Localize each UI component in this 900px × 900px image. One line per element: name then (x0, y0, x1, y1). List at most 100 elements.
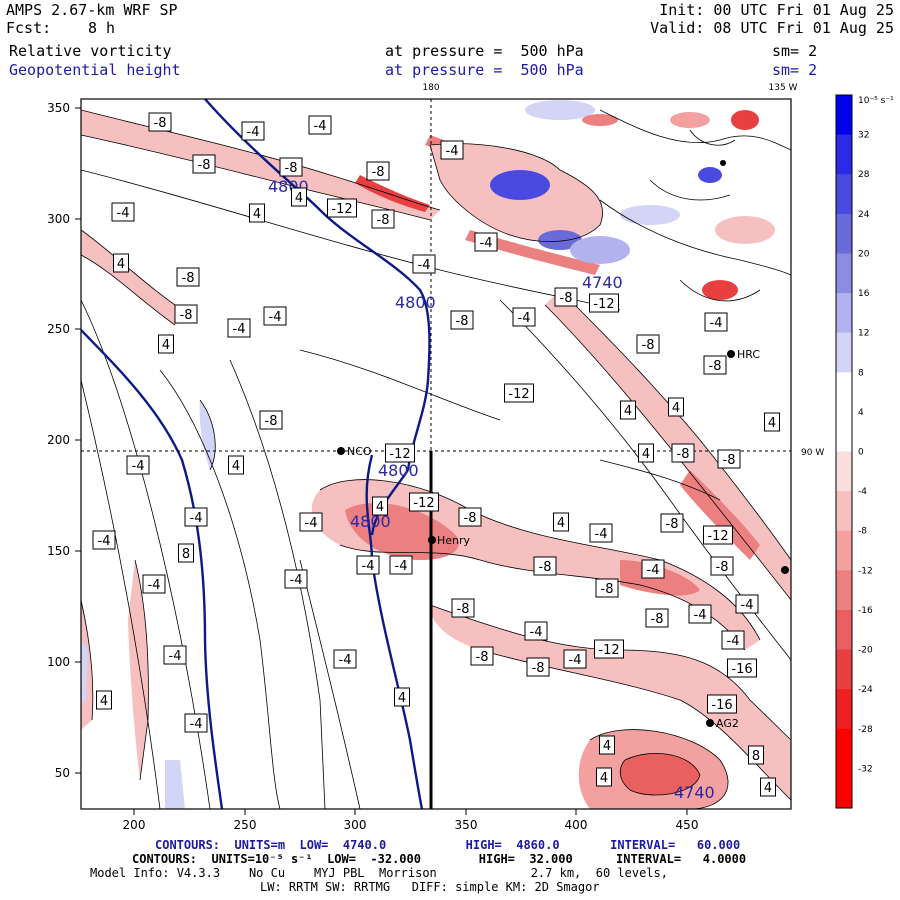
vorticity-label: -4 (227, 318, 251, 338)
vorticity-label-text: -12 (508, 387, 529, 402)
height-labels: 4800 4800 4800 4800 4740 4740 (268, 177, 715, 802)
vorticity-label: -8 (279, 157, 303, 177)
colorbar-cell (836, 451, 852, 492)
colorbar-cell (836, 768, 852, 809)
colorbar-label: 28 (858, 170, 870, 180)
vorticity-label: -8 (703, 355, 727, 375)
vorticity-label-text: 4 (117, 257, 125, 272)
vorticity-label-text: -4 (595, 527, 608, 542)
vorticity-label: -8 (533, 556, 557, 576)
y-axis: 350 300 250 200 150 100 50 (47, 101, 81, 780)
colorbar-cell (836, 213, 852, 254)
vorticity-label-text: -8 (464, 511, 477, 526)
vorticity-label: -4 (299, 512, 323, 532)
colorbar-label: 8 (858, 368, 864, 378)
vorticity-label: -8 (450, 310, 474, 330)
colorbar-label: -12 (858, 566, 873, 576)
vorticity-label: -4 (688, 604, 712, 624)
x-tick-label: 250 (234, 818, 257, 832)
colorbar-label: 24 (858, 210, 870, 220)
physics-info: LW: RRTM SW: RRTMG DIFF: simple KM: 2D S… (260, 880, 600, 894)
vorticity-label: -4 (524, 621, 548, 641)
vorticity-label-text: -4 (132, 459, 145, 474)
station-label: NCO (347, 445, 372, 458)
station-marker (428, 536, 436, 544)
vorticity-label-text: -8 (716, 560, 729, 575)
vorticity-label: -4 (704, 312, 728, 332)
vorticity-label-text: -4 (694, 608, 707, 623)
colorbar-label: 4 (858, 408, 864, 418)
vorticity-label: 8 (178, 543, 194, 563)
height-contour-info: CONTOURS: UNITS=m LOW= 4740.0 HIGH= 4860… (155, 838, 741, 852)
colorbar-cell (836, 332, 852, 373)
vorticity-label: -8 (636, 334, 660, 354)
vorticity-label: -4 (512, 307, 536, 327)
y-tick-label: 200 (47, 433, 70, 447)
vorticity-label-text: -12 (598, 643, 619, 658)
colorbar-cell (836, 95, 852, 136)
vorticity-label: -4 (389, 555, 413, 575)
height-label: 4800 (350, 512, 391, 531)
vorticity-label: -4 (474, 232, 498, 252)
vorticity-label-text: -8 (709, 359, 722, 374)
vorticity-label: -4 (263, 306, 287, 326)
colorbar-label: -4 (858, 487, 867, 497)
stations: HRC NCO Henry AG2 (337, 160, 789, 730)
vorticity-label: 4 (372, 496, 388, 516)
vorticity-label: -8 (458, 507, 482, 527)
vorticity-label: 4 (760, 777, 776, 797)
vorticity-label: -8 (710, 556, 734, 576)
vorticity-label: 4 (638, 443, 654, 463)
vorticity-label-text: -12 (389, 447, 410, 462)
colorbar-cell (836, 253, 852, 294)
vorticity-label: -12 (703, 525, 733, 545)
vorticity-label-text: -4 (727, 634, 740, 649)
vorticity-label: -8 (451, 598, 475, 618)
vorticity-label-text: -4 (418, 258, 431, 273)
vorticity-label: -4 (126, 455, 150, 475)
vorticity-label: -8 (371, 209, 395, 229)
vorticity-label-text: 4 (672, 401, 680, 416)
vorticity-label-text: -4 (339, 653, 352, 668)
x-tick-label: 450 (676, 818, 699, 832)
colorbar-cell (836, 411, 852, 452)
y-tick-label: 300 (47, 212, 70, 226)
vorticity-label-text: -4 (518, 311, 531, 326)
vorticity-label-text: -4 (741, 598, 754, 613)
vorticity-label-text: 4 (376, 500, 384, 515)
colorbar-cell (836, 649, 852, 690)
vorticity-label-text: -8 (651, 612, 664, 627)
vorticity-label: -8 (671, 443, 695, 463)
vorticity-label-text: -4 (269, 310, 282, 325)
vorticity-label: 4 (620, 400, 636, 420)
colorbar-label: 12 (858, 329, 869, 339)
vorticity-label: -4 (142, 574, 166, 594)
colorbar-label: -20 (858, 646, 873, 656)
vorticity-label: -8 (366, 161, 390, 181)
vorticity-label: -8 (192, 154, 216, 174)
vorticity-label: 4 (158, 334, 174, 354)
vorticity-label: 4 (599, 735, 615, 755)
vorticity-label: -4 (284, 569, 308, 589)
colorbar-cell (836, 689, 852, 730)
vorticity-label: -4 (721, 630, 745, 650)
vorticity-label: 4 (249, 203, 265, 223)
vorticity-label: -8 (645, 608, 669, 628)
vorticity-label-text: 4 (295, 191, 303, 206)
colorbar-label: -24 (858, 685, 873, 695)
x-axis: 200 250 300 350 400 450 (123, 809, 699, 832)
y-tick-label: 100 (47, 655, 70, 669)
height-label: 4740 (582, 273, 623, 292)
field2-level: at pressure = 500 hPa (385, 61, 584, 79)
vorticity-label: 4 (113, 253, 129, 273)
vorticity-label-text: -8 (265, 414, 278, 429)
vorticity-label-text: -12 (413, 496, 434, 511)
station-marker (720, 160, 726, 166)
lon-label-135w: 135 W (769, 83, 798, 93)
colorbar-label: -8 (858, 527, 867, 537)
vorticity-contour-info: CONTOURS: UNITS=10⁻⁵ s⁻¹ LOW= -32.000 HI… (132, 852, 747, 866)
vorticity-label-text: 4 (398, 691, 406, 706)
vorticity-label-text: 8 (752, 749, 760, 764)
vorticity-label-text: -8 (666, 517, 679, 532)
